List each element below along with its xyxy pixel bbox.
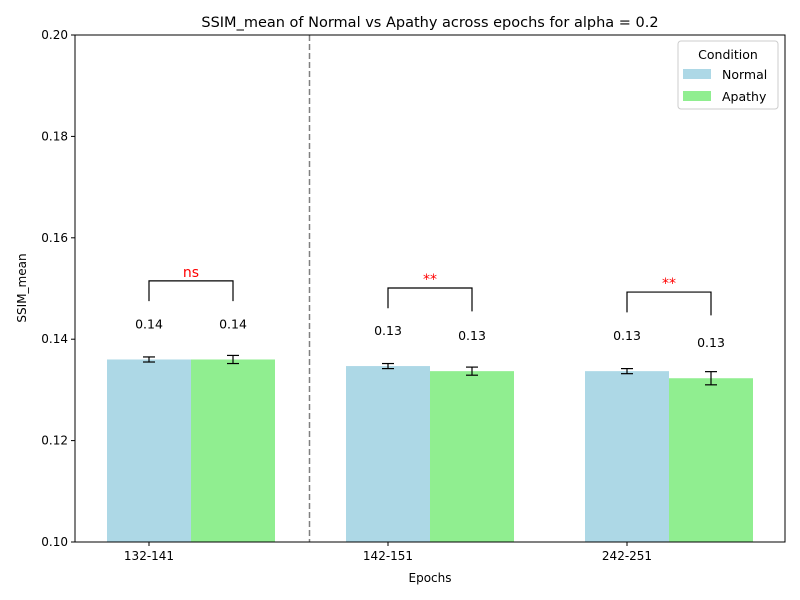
significance-label: ** [423, 272, 437, 288]
legend-label-apathy: Apathy [722, 89, 767, 104]
y-tick-label: 0.12 [41, 434, 68, 448]
y-tick-label: 0.18 [41, 129, 68, 143]
bar-value-label: 0.13 [613, 328, 641, 343]
legend-swatch-apathy [683, 91, 711, 101]
bar-apathy-1 [191, 359, 275, 542]
plot-area: 0.14 0.13 0.13 0.14 0.13 0.13 ns ** ** [107, 35, 753, 542]
x-tick-label: 242-251 [602, 549, 652, 563]
y-tick-label: 0.14 [41, 332, 68, 346]
significance-label: ** [662, 276, 676, 292]
bar-value-label: 0.14 [219, 316, 247, 331]
y-axis: 0.10 0.12 0.14 0.16 0.18 0.20 [41, 28, 75, 549]
significance-label: ns [183, 265, 199, 281]
x-tick-label: 132-141 [124, 549, 174, 563]
legend-label-normal: Normal [722, 67, 767, 82]
x-tick-label: 142-151 [363, 549, 413, 563]
plot-frame [74, 34, 786, 543]
x-axis-label: Epochs [409, 571, 452, 585]
bar-normal-1 [107, 359, 191, 542]
chart-title: SSIM_mean of Normal vs Apathy across epo… [201, 15, 658, 31]
y-axis-label: SSIM_mean [15, 253, 29, 322]
significance-bracket [626, 291, 712, 316]
significance-bracket [148, 280, 234, 302]
y-tick-label: 0.20 [41, 28, 68, 42]
bar-normal-2 [346, 366, 430, 542]
bar-value-label: 0.13 [374, 323, 402, 338]
bar-value-label: 0.13 [458, 328, 486, 343]
y-tick-label: 0.10 [41, 535, 68, 549]
bar-apathy-2 [430, 371, 514, 542]
bar-normal-3 [585, 371, 669, 542]
legend-swatch-normal [683, 69, 711, 79]
legend: Condition Normal Apathy [677, 40, 779, 110]
x-axis: 132-141 142-151 242-251 [124, 542, 652, 563]
y-tick-label: 0.16 [41, 231, 68, 245]
legend-title: Condition [698, 47, 758, 62]
significance-bracket [387, 287, 473, 312]
bar-value-label: 0.14 [135, 316, 163, 331]
bar-apathy-3 [669, 378, 753, 542]
bar-value-label: 0.13 [697, 335, 725, 350]
